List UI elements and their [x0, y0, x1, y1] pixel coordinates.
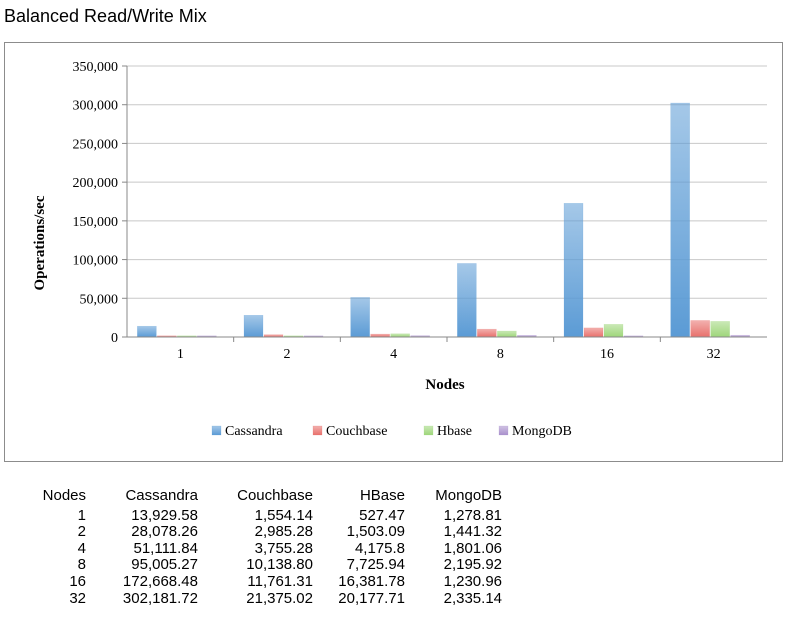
cell-cassandra: 95,005.27	[131, 556, 198, 574]
table-row: 32 302,181.72 21,375.02 20,177.71 2,335.14	[24, 589, 502, 608]
legend-swatch-mongodb	[498, 425, 509, 436]
data-table: Nodes Cassandra Couchbase HBase MongoDB …	[24, 487, 502, 608]
cell-nodes: 8	[77, 556, 86, 574]
cell-mongodb: 1,801.06	[443, 539, 502, 557]
cell-couchbase: 3,755.28	[254, 539, 313, 557]
header-cassandra: Cassandra	[125, 487, 198, 504]
chart-frame: 0 50,000 100,000 150,000 200,000 250,000 300,0…	[4, 42, 783, 462]
table-row: 16 172,668.48 11,761.31 16,381.78 1,230.96	[24, 572, 502, 591]
table-row: 8 95,005.27 10,138.80 7,725.94 2,195.92	[24, 557, 502, 574]
x-axis-label: Nodes	[425, 377, 464, 393]
cell-hbase: 1,503.09	[346, 523, 405, 541]
x-tick-label: 2	[284, 347, 291, 362]
y-tick-label: 150,000	[73, 215, 119, 230]
bar-cassandra-4	[350, 297, 370, 338]
legend: Cassandra Couchbase Hbase MongoDB	[211, 424, 572, 439]
legend-label-hbase: Hbase	[437, 424, 472, 439]
cell-cassandra: 13,929.58	[131, 506, 198, 524]
cell-hbase: 527.47	[359, 506, 405, 524]
legend-label-mongodb: MongoDB	[512, 424, 572, 439]
cell-cassandra: 302,181.72	[122, 589, 198, 607]
bar-hbase-8	[497, 330, 517, 338]
y-tick-label: 350,000	[73, 60, 119, 75]
x-tick-labels: 1 2 4 8 16 32	[177, 337, 721, 362]
cell-hbase: 4,175.8	[354, 539, 405, 557]
bar-couchbase-16	[583, 327, 604, 338]
cell-cassandra: 172,668.48	[122, 572, 198, 590]
bar-chart: 0 50,000 100,000 150,000 200,000 250,000 300,0…	[32, 60, 767, 439]
cell-mongodb: 2,335.14	[443, 589, 502, 607]
cell-couchbase: 2,985.28	[254, 523, 313, 541]
cell-nodes: 2	[77, 523, 86, 541]
cell-mongodb: 1,230.96	[443, 572, 502, 590]
y-tick-label: 300,000	[73, 99, 119, 114]
cell-hbase: 20,177.71	[338, 589, 405, 607]
cell-cassandra: 28,078.26	[131, 523, 198, 541]
page-title: Balanced Read/Write Mix	[4, 6, 207, 26]
grid-lines	[127, 65, 767, 299]
y-tick-label: 200,000	[73, 176, 119, 191]
legend-swatch-hbase	[423, 425, 434, 436]
table-row: 1 13,929.58 1,554.14 527.47 1,278.81	[24, 506, 502, 525]
bar-hbase-32	[710, 321, 730, 338]
y-tick-label: 250,000	[73, 137, 119, 152]
bar-cassandra-16	[563, 203, 584, 338]
header-nodes: Nodes	[42, 487, 86, 504]
cell-couchbase: 11,761.31	[247, 572, 313, 590]
table-row: 4 51,111.84 3,755.28 4,175.8 1,801.06	[24, 539, 502, 558]
bar-couchbase-8	[477, 328, 497, 338]
bar-couchbase-32	[690, 320, 710, 338]
cell-hbase: 7,725.94	[346, 556, 405, 574]
cell-nodes: 16	[69, 572, 86, 590]
bar-cassandra-1	[137, 325, 157, 338]
y-axis-label: Operations/sec	[32, 195, 48, 290]
x-tick-label: 16	[600, 347, 614, 362]
bar-cassandra-2	[243, 315, 264, 338]
y-tick-label: 100,000	[73, 254, 119, 269]
x-tick-label: 8	[497, 347, 504, 362]
bar-cassandra-8	[457, 263, 477, 338]
bars	[137, 102, 750, 338]
header-mongodb: MongoDB	[435, 487, 502, 504]
table-row: 2 28,078.26 2,985.28 1,503.09 1,441.32	[24, 524, 502, 541]
legend-swatch-couchbase	[312, 425, 323, 436]
legend-label-cassandra: Cassandra	[225, 424, 283, 439]
y-tick-label: 50,000	[80, 292, 119, 307]
cell-mongodb: 2,195.92	[443, 556, 502, 574]
x-tick-label: 1	[177, 347, 184, 362]
bar-hbase-16	[603, 324, 624, 338]
cell-nodes: 1	[77, 506, 86, 524]
y-tick-label: 0	[111, 331, 118, 346]
cell-cassandra: 51,111.84	[133, 539, 198, 557]
y-tick-labels: 0 50,000 100,000 150,000 200,000 250,000 300,0…	[73, 60, 127, 346]
cell-mongodb: 1,441.32	[443, 523, 502, 541]
cell-couchbase: 21,375.02	[246, 589, 313, 607]
cell-hbase: 16,381.78	[338, 572, 405, 590]
table-header-row: Nodes Cassandra Couchbase HBase MongoDB	[24, 487, 502, 508]
header-hbase: HBase	[359, 487, 405, 504]
cell-nodes: 32	[69, 589, 86, 607]
cell-couchbase: 1,554.14	[254, 506, 313, 524]
legend-label-couchbase: Couchbase	[326, 424, 387, 439]
cell-mongodb: 1,278.81	[443, 506, 502, 524]
bar-cassandra-32	[670, 102, 690, 338]
cell-nodes: 4	[77, 539, 86, 557]
cell-couchbase: 10,138.80	[246, 556, 313, 574]
header-couchbase: Couchbase	[237, 487, 313, 504]
x-tick-label: 32	[707, 347, 721, 362]
x-tick-label: 4	[390, 347, 397, 362]
legend-swatch-cassandra	[211, 425, 222, 436]
